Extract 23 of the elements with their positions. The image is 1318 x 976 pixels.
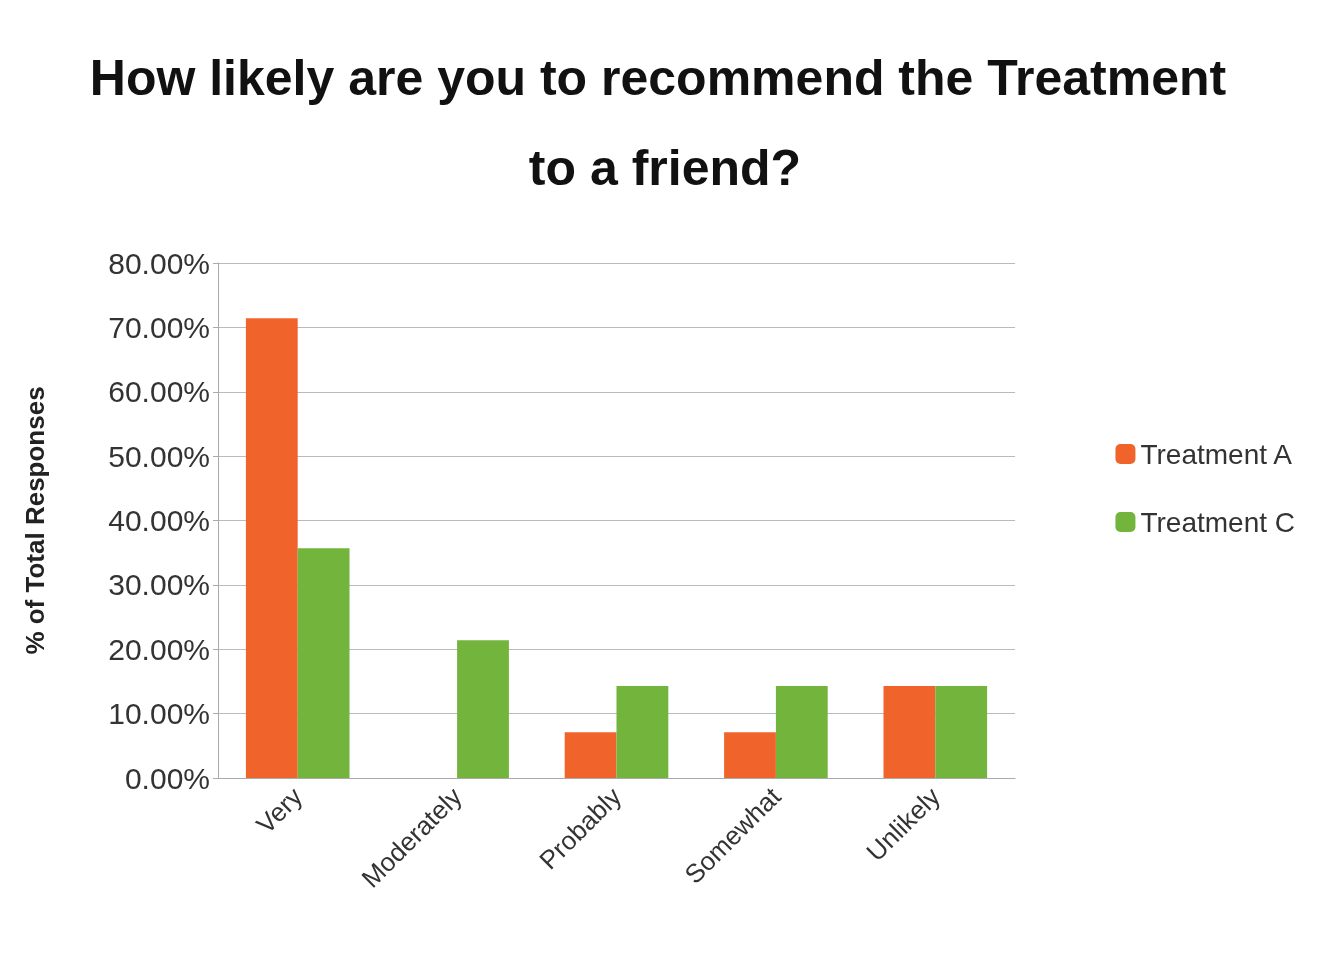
y-tick-label: 20.00% (108, 632, 210, 666)
bar (775, 685, 828, 778)
x-tick-label: Very (250, 781, 309, 840)
bar (883, 685, 936, 778)
bar (457, 640, 509, 778)
bar (564, 732, 617, 778)
chart-title: How likely are you to recommend the Treatment to a friend? (89, 50, 1227, 196)
y-tick-label: 50.00% (108, 439, 210, 473)
bar (724, 732, 776, 778)
y-tick-label: 0.00% (124, 761, 210, 795)
legend-label: Treatment A (1140, 438, 1293, 470)
y-tick-label: 80.00% (108, 246, 210, 280)
bar (245, 318, 298, 778)
y-tick-label: 30.00% (108, 568, 210, 602)
y-tick-label: 70.00% (108, 310, 210, 344)
y-axis-title: % of Total Responses (20, 386, 50, 655)
y-tick-label: 40.00% (108, 504, 210, 537)
bar (297, 548, 350, 778)
bar (616, 685, 669, 778)
bar (935, 685, 988, 778)
y-tick-label: 60.00% (108, 375, 210, 409)
legend-label: Treatment C (1140, 506, 1295, 538)
y-tick-label: 10.00% (108, 697, 210, 731)
